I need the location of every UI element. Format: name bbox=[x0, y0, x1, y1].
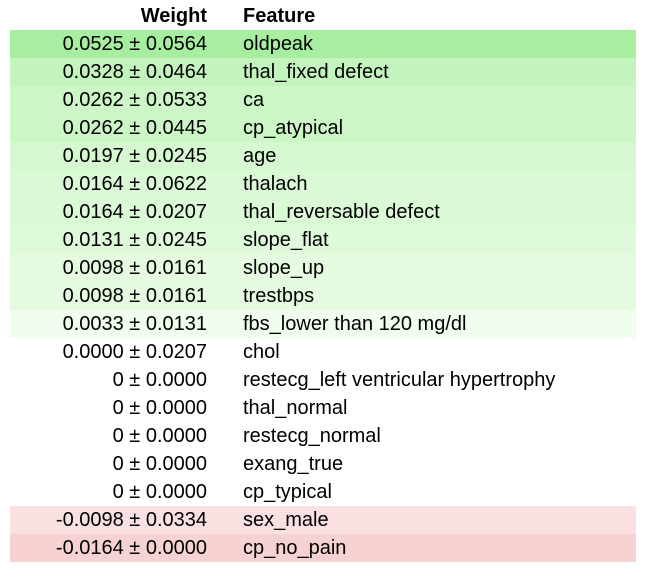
feature-cell: chol bbox=[243, 340, 280, 363]
weight-cell: 0 ± 0.0000 bbox=[112, 368, 207, 391]
table-row: 0.0098 ± 0.0161 trestbps bbox=[10, 282, 636, 310]
table-row: -0.0164 ± 0.0000 cp_no_pain bbox=[10, 534, 636, 562]
table-row: -0.0098 ± 0.0334 sex_male bbox=[10, 506, 636, 534]
weight-column-header: Weight bbox=[140, 5, 207, 27]
feature-cell: trestbps bbox=[243, 284, 315, 307]
table-row: 0 ± 0.0000 restecg_left ventricular hyper… bbox=[10, 366, 636, 394]
feature-cell: ca bbox=[243, 88, 265, 111]
feature-cell: fbs_lower than 120 mg/dl bbox=[243, 312, 467, 335]
feature-cell: thal_reversable defect bbox=[243, 200, 440, 223]
feature-cell: sex_male bbox=[243, 508, 329, 531]
table-row: 0.0000 ± 0.0207 chol bbox=[10, 338, 636, 366]
feature-cell: exang_true bbox=[243, 452, 344, 475]
table-body: 0.0525 ± 0.0564 oldpeak 0.0328 ± 0.0464 tha… bbox=[10, 30, 636, 562]
weight-cell: 0 ± 0.0000 bbox=[112, 452, 207, 475]
weight-cell: 0.0525 ± 0.0564 bbox=[62, 32, 207, 55]
table-row: 0.0262 ± 0.0445 cp_atypical bbox=[10, 114, 636, 142]
weight-cell: 0 ± 0.0000 bbox=[112, 396, 207, 419]
table-row: 0.0098 ± 0.0161 slope_up bbox=[10, 254, 636, 282]
weight-cell: 0.0164 ± 0.0622 bbox=[62, 172, 207, 195]
table-row: 0 ± 0.0000 restecg_normal bbox=[10, 422, 636, 450]
weight-cell: 0.0164 ± 0.0207 bbox=[62, 200, 207, 223]
feature-cell: cp_no_pain bbox=[243, 536, 347, 559]
feature-cell: slope_flat bbox=[243, 228, 329, 251]
table-row: 0.0262 ± 0.0533 ca bbox=[10, 86, 636, 114]
table-row: 0 ± 0.0000 exang_true bbox=[10, 450, 636, 478]
feature-cell: age bbox=[243, 144, 277, 167]
table-row: 0.0328 ± 0.0464 thal_fixed defect bbox=[10, 58, 636, 86]
weight-cell: 0.0262 ± 0.0533 bbox=[62, 88, 207, 111]
feature-cell: slope_up bbox=[243, 256, 325, 279]
weight-cell: 0.0197 ± 0.0245 bbox=[62, 144, 207, 167]
table-row: 0 ± 0.0000 cp_typical bbox=[10, 478, 636, 506]
table-row: 0.0525 ± 0.0564 oldpeak bbox=[10, 30, 636, 58]
feature-cell: thal_normal bbox=[243, 396, 348, 419]
feature-cell: restecg_normal bbox=[243, 424, 381, 447]
feature-cell: oldpeak bbox=[243, 32, 314, 55]
weight-cell: 0 ± 0.0000 bbox=[112, 424, 207, 447]
table-row: 0.0164 ± 0.0622 thalach bbox=[10, 170, 636, 198]
table-row: 0.0197 ± 0.0245 age bbox=[10, 142, 636, 170]
weights-table: Weight Feature 0.0525 ± 0.0564 oldpeak 0.0… bbox=[10, 3, 636, 562]
weight-cell: 0.0033 ± 0.0131 bbox=[62, 312, 207, 335]
feature-cell: cp_atypical bbox=[243, 116, 344, 139]
feature-cell: restecg_left ventricular hypertrophy bbox=[243, 368, 556, 391]
weight-cell: -0.0098 ± 0.0334 bbox=[55, 508, 207, 531]
weight-cell: 0.0098 ± 0.0161 bbox=[62, 284, 207, 307]
weight-cell: 0.0262 ± 0.0445 bbox=[62, 116, 207, 139]
table-row: 0.0033 ± 0.0131 fbs_lower than 120 mg/dl bbox=[10, 310, 636, 338]
table-header: Weight Feature bbox=[10, 3, 636, 30]
weight-cell: 0.0098 ± 0.0161 bbox=[62, 256, 207, 279]
weight-cell: 0.0000 ± 0.0207 bbox=[62, 340, 207, 363]
weight-cell: -0.0164 ± 0.0000 bbox=[55, 536, 207, 559]
table-row: 0.0131 ± 0.0245 slope_flat bbox=[10, 226, 636, 254]
weight-cell: 0.0328 ± 0.0464 bbox=[62, 60, 207, 83]
feature-cell: thal_fixed defect bbox=[243, 60, 389, 83]
feature-cell: thalach bbox=[243, 172, 308, 195]
table-row: 0.0164 ± 0.0207 thal_reversable defect bbox=[10, 198, 636, 226]
feature-cell: cp_typical bbox=[243, 480, 332, 503]
feature-column-header: Feature bbox=[243, 5, 316, 27]
table-row: 0 ± 0.0000 thal_normal bbox=[10, 394, 636, 422]
weight-cell: 0 ± 0.0000 bbox=[112, 480, 207, 503]
weight-cell: 0.0131 ± 0.0245 bbox=[62, 228, 207, 251]
